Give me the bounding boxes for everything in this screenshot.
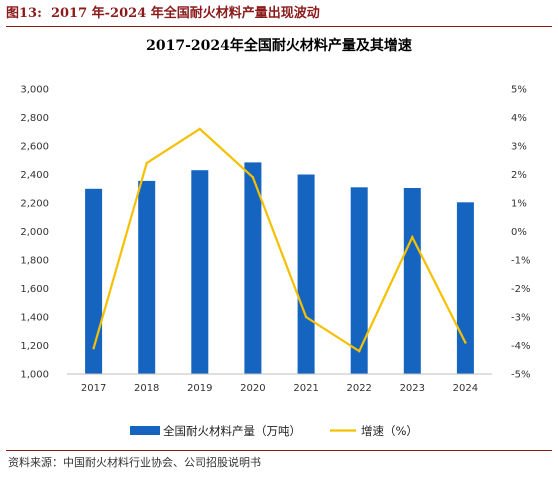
x-tick-label: 2017 — [81, 383, 106, 394]
bar-2023 — [403, 188, 421, 374]
x-tick-label: 2018 — [134, 383, 159, 394]
growth-point-2017 — [92, 347, 95, 350]
bar-2024 — [456, 202, 474, 374]
y-right-tick-label: -4% — [511, 341, 530, 352]
x-tick-label: 2023 — [400, 383, 425, 394]
y-axis-right: -5% -4% -3% -2% -1% 0% 1% 2% 3% 4% 5% — [511, 85, 530, 381]
y-left-tick-label: 1,200 — [20, 341, 49, 352]
source-note: 资料来源：中国耐火材料行业协会、公司招股说明书 — [8, 456, 261, 469]
growth-point-2021 — [304, 315, 308, 319]
x-tick-label: 2020 — [240, 383, 265, 394]
legend-bar-label: 全国耐火材料产量（万吨） — [163, 424, 301, 438]
x-tick-label: 2024 — [453, 383, 478, 394]
y-axis-left: 1,000 1,200 1,400 1,600 1,800 2,000 2,200 2,400… — [20, 85, 49, 381]
bar-2017 — [85, 188, 103, 375]
line-series — [92, 127, 467, 353]
growth-point-2022 — [358, 350, 361, 353]
y-left-tick-label: 2,800 — [20, 113, 49, 124]
bar-2022 — [350, 187, 368, 374]
y-right-tick-label: 3% — [511, 142, 527, 153]
y-left-tick-label: 3,000 — [20, 85, 49, 96]
growth-line — [92, 127, 467, 353]
y-left-tick-label: 1,400 — [20, 313, 49, 324]
bar-2021 — [297, 174, 315, 374]
y-right-tick-label: 0% — [511, 227, 527, 238]
y-right-tick-label: -1% — [511, 256, 530, 267]
x-tick-label: 2021 — [293, 383, 318, 394]
y-right-tick-label: 5% — [511, 85, 527, 96]
chart-container: 2017-2024年全国耐火材料产量及其增速 2017 2018 2019 2020 2… — [0, 28, 558, 448]
y-left-tick-label: 2,400 — [20, 170, 49, 181]
x-tick-label: 2022 — [346, 383, 371, 394]
y-right-tick-label: -2% — [511, 284, 530, 295]
y-left-tick-label: 2,200 — [20, 199, 49, 210]
legend: 全国耐火材料产量（万吨） 增速（%） — [130, 424, 418, 438]
bar-2018 — [138, 180, 156, 374]
bar-2019 — [191, 170, 209, 374]
legend-line-label: 增速（%） — [361, 424, 418, 438]
growth-point-2023 — [411, 236, 414, 239]
title-divider — [6, 26, 552, 27]
growth-point-2018 — [145, 161, 148, 165]
figure-title: 图13: 2017 年-2024 年全国耐火材料产量出现波动 — [6, 4, 552, 26]
chart-svg: 2017-2024年全国耐火材料产量及其增速 2017 2018 2019 2020 2… — [20, 37, 530, 438]
bar-series — [85, 162, 474, 375]
y-right-tick-label: -3% — [511, 313, 530, 324]
y-left-tick-label: 2,000 — [20, 227, 49, 238]
y-right-tick-label: 2% — [511, 170, 527, 181]
y-left-tick-label: 1,600 — [20, 284, 49, 295]
figure-label: 图13: — [6, 6, 42, 21]
bar-2020 — [244, 162, 262, 374]
x-tick-label: 2019 — [187, 383, 212, 394]
growth-point-2019 — [198, 127, 201, 131]
x-axis: 2017 2018 2019 2020 2021 2022 2023 2024 — [67, 373, 492, 394]
growth-point-2024 — [464, 341, 467, 344]
source-divider — [6, 450, 552, 451]
y-left-tick-label: 2,600 — [20, 142, 49, 153]
figure-title-text: 2017 年-2024 年全国耐火材料产量出现波动 — [50, 6, 320, 21]
y-right-tick-label: -5% — [511, 370, 530, 381]
growth-point-2020 — [251, 176, 255, 179]
y-right-tick-label: 4% — [511, 113, 527, 124]
legend-bar-swatch — [130, 426, 160, 435]
y-right-tick-label: 1% — [511, 199, 527, 210]
y-left-tick-label: 1,800 — [20, 256, 49, 267]
chart-title: 2017-2024年全国耐火材料产量及其增速 — [146, 37, 412, 54]
y-left-tick-label: 1,000 — [20, 370, 49, 381]
